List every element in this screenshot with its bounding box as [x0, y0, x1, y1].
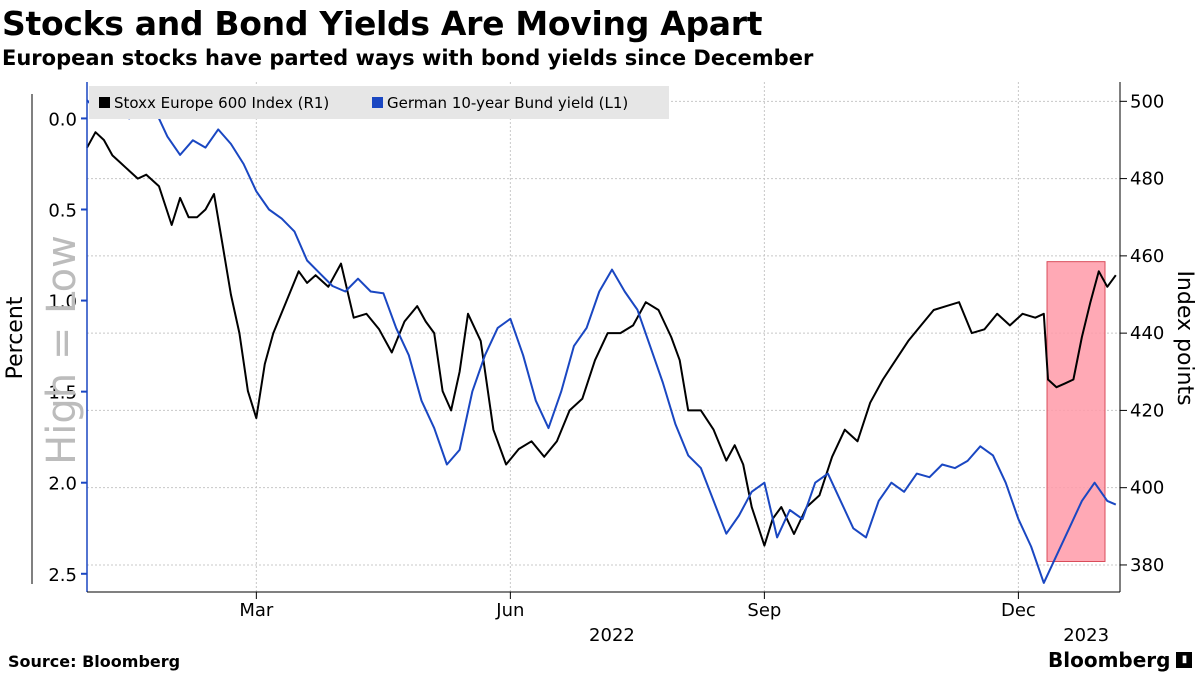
highlight-region-group [1046, 261, 1106, 562]
x-tick-label: Sep [747, 600, 781, 621]
grid-lines [87, 82, 1120, 592]
brand-logo: Bloomberg ▮ [1048, 648, 1193, 672]
left-tick-label: 2.5 [48, 565, 77, 586]
left-tick-label: 1.0 [48, 292, 77, 313]
chart-title: Stocks and Bond Yields Are Moving Apart [2, 4, 763, 43]
left-tick-label: 0.0 [48, 109, 77, 130]
legend-label-bund: German 10-year Bund yield (L1) [387, 94, 628, 112]
right-tick-label: 460 [1130, 246, 1164, 267]
legend-swatch-bund [372, 97, 383, 108]
left-tick-label: 0.5 [48, 201, 77, 222]
left-tick-label: 2.0 [48, 474, 77, 495]
right-tick-label: 420 [1130, 400, 1164, 421]
series-group [86, 99, 1117, 584]
left-axis-label: Percent [3, 296, 28, 379]
source-note: Source: Bloomberg [8, 652, 181, 671]
axes: 380 400 420 440 460 480 500 Mar Jun Sep Dec 2022 202… [31, 82, 1164, 646]
left-tick-label: 1.5 [48, 383, 77, 404]
x-tick-label: Jun [495, 600, 524, 621]
right-tick-label: 440 [1130, 323, 1164, 344]
right-tick-label: 400 [1130, 478, 1164, 499]
series-line-stoxx [86, 131, 1117, 547]
right-tick-label: 500 [1130, 91, 1164, 112]
highlight-region [1046, 261, 1106, 562]
legend-label-stoxx: Stoxx Europe 600 Index (R1) [114, 94, 329, 112]
x-tick-label: Dec [1001, 600, 1036, 621]
bar-chart-icon: ▮ [1176, 652, 1193, 668]
right-tick-label: 480 [1130, 169, 1164, 190]
x-tick-label: Mar [239, 600, 274, 621]
legend: Stoxx Europe 600 Index (R1) German 10-ye… [89, 86, 669, 119]
legend-swatch-stoxx [99, 97, 110, 108]
brand-name: Bloomberg [1048, 648, 1171, 672]
right-axis-label: Index points [1172, 270, 1197, 405]
chart-subtitle: European stocks have parted ways with bo… [2, 46, 814, 70]
x-year-label: 2022 [589, 625, 635, 646]
left-axis-overlay-label: High = Low [39, 235, 85, 465]
right-tick-label: 380 [1130, 555, 1164, 576]
x-year-label: 2023 [1063, 625, 1109, 646]
series-line-bund [86, 99, 1117, 584]
